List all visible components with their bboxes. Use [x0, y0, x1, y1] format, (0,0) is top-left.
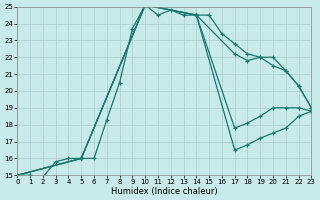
X-axis label: Humidex (Indice chaleur): Humidex (Indice chaleur): [111, 187, 218, 196]
